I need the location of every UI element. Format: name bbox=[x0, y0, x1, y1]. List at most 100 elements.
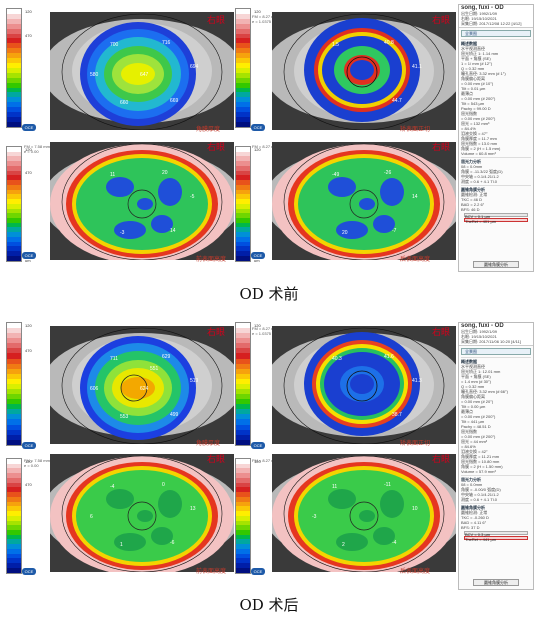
tangential-curvature-map[interactable]: 1.5 40.8 41.1 44.7 bbox=[272, 12, 456, 130]
group-row: Tilt = 543 µm bbox=[461, 101, 485, 106]
scale-band bbox=[236, 72, 250, 78]
group-row: Q = 0.32 mm bbox=[461, 384, 485, 389]
group-row: 测度 = 0.6 + 4.1 Tl.0 bbox=[461, 179, 498, 184]
scale-band bbox=[236, 38, 250, 44]
map-value: 553 bbox=[120, 414, 129, 420]
eye-label: 右眼 bbox=[207, 16, 226, 26]
scale-band bbox=[236, 506, 250, 512]
map-value: -11 bbox=[384, 482, 391, 488]
scale-band bbox=[236, 218, 250, 223]
group-row: = 0.00 mm (# 10°) bbox=[461, 81, 494, 86]
scale-band bbox=[236, 147, 250, 152]
group-row: BFS: 37 D bbox=[461, 525, 480, 530]
map-value: 41.3 bbox=[412, 378, 422, 384]
anterior-elevation-map[interactable]: -4 0 13 -6 1 6 bbox=[50, 454, 234, 572]
map-value: -7 bbox=[392, 228, 397, 234]
scale-band bbox=[236, 82, 250, 88]
keratoconus-analysis-button[interactable]: 圆锥角膜分析 bbox=[473, 261, 519, 268]
scale-band bbox=[236, 323, 250, 329]
group-row: 测度 = 0.6 + 4.1 Tl.0 bbox=[461, 497, 498, 502]
scale-band bbox=[7, 463, 21, 469]
panel-group: 概述数据 水平视测直径 屈光矫正 1: 12.01 mm 平面 + 角膜 (SE) = … bbox=[461, 357, 531, 474]
color-scale: 120 470 um bbox=[6, 146, 32, 263]
scale-band bbox=[236, 373, 250, 379]
group-title[interactable]: 圆锥角膜分析 bbox=[461, 505, 485, 510]
group-title[interactable]: 概述数据 bbox=[461, 41, 477, 46]
scale-band bbox=[7, 77, 21, 83]
scale-band bbox=[236, 161, 250, 166]
scale-band bbox=[236, 92, 250, 98]
scale-band bbox=[236, 53, 250, 59]
logo-badge: OCE bbox=[22, 568, 36, 575]
scale-band bbox=[236, 563, 250, 568]
group-title[interactable]: 概述数据 bbox=[461, 359, 477, 364]
keratoconus-analysis-button[interactable]: 圆锥角膜分析 bbox=[473, 579, 519, 586]
map-value: 694 bbox=[190, 64, 199, 70]
scale-band bbox=[7, 525, 21, 531]
scale-band bbox=[236, 175, 250, 181]
map-caption: 矫表面正切 bbox=[400, 126, 431, 133]
eye-label: 右眼 bbox=[432, 455, 451, 465]
map-value: 41.6 bbox=[384, 354, 394, 360]
scale-band bbox=[236, 33, 250, 39]
map-value: 700 bbox=[110, 42, 119, 48]
map-caption: 前表面高度 bbox=[196, 256, 227, 263]
group-title[interactable]: 屈光力分析 bbox=[461, 159, 481, 164]
group-title[interactable]: 圆锥角膜分析 bbox=[461, 187, 485, 192]
scale-band bbox=[236, 28, 250, 34]
scale-band bbox=[7, 409, 21, 415]
scale-band bbox=[7, 180, 21, 185]
group-title[interactable]: 屈光力分析 bbox=[461, 477, 481, 482]
group-row: Pachy = 99.00 D bbox=[461, 106, 491, 111]
tab-overview[interactable]: 全景图 bbox=[461, 30, 531, 37]
group-row: 角膜 = -11.3/22 弧度(D) bbox=[461, 169, 503, 174]
anterior-elevation-map[interactable]: 11 20 -5 14 -3 bbox=[50, 142, 234, 260]
map-value: -6 bbox=[170, 540, 175, 546]
group-row: = 84.4% bbox=[461, 126, 476, 131]
scale-band bbox=[236, 199, 250, 204]
scale-band bbox=[7, 156, 21, 162]
scale-band bbox=[236, 170, 250, 176]
map-value: 629 bbox=[162, 354, 171, 360]
scale-value: 120 bbox=[254, 9, 261, 14]
group-row: 屈光指数 = 10.80 mm bbox=[461, 459, 500, 464]
corneal-thickness-map[interactable]: 711 629 519 499 553 606 624 551 bbox=[50, 326, 234, 444]
scale-band bbox=[7, 363, 21, 369]
group-row: BFS: 46 D bbox=[461, 207, 480, 212]
posterior-elevation-map[interactable]: -49 -26 14 -7 20 bbox=[272, 142, 456, 260]
scale-band bbox=[7, 563, 21, 568]
map-value: 551 bbox=[150, 366, 159, 372]
scale-band bbox=[236, 13, 250, 19]
map-value: 11 bbox=[332, 484, 338, 490]
scale-band bbox=[7, 473, 21, 478]
map-value: 14 bbox=[170, 228, 176, 234]
scale-band bbox=[236, 87, 250, 93]
scale-band bbox=[236, 77, 250, 83]
tangential-curvature-map[interactable]: 40.3 41.6 41.3 38.7 bbox=[272, 326, 456, 444]
scale-value: 120 bbox=[25, 9, 32, 14]
scale-band bbox=[236, 343, 250, 349]
index-bar: TheRet = 441 µm bbox=[464, 536, 528, 542]
tab-overview[interactable]: 全景图 bbox=[461, 348, 531, 355]
group-row: = 0.00 mm (# 200°) bbox=[461, 414, 496, 419]
scale-band bbox=[236, 165, 250, 171]
map-canvas bbox=[272, 142, 456, 260]
group-row: 圆锥检测: 正常 bbox=[461, 192, 488, 197]
map-value: 1 bbox=[120, 542, 123, 548]
group-row: Volume = 57.9 mm³ bbox=[461, 469, 496, 474]
scale-band bbox=[7, 107, 21, 113]
scale-band bbox=[236, 246, 250, 252]
patient-info: 出生日期: 1992/1/09 bbox=[461, 329, 498, 334]
scale-band bbox=[7, 353, 21, 359]
scale-band bbox=[7, 9, 21, 14]
posterior-elevation-map[interactable]: 11 -11 10 -4 2 -3 bbox=[272, 454, 456, 572]
scale-band bbox=[236, 389, 250, 395]
scale-band bbox=[7, 58, 21, 63]
corneal-thickness-map[interactable]: 700 716 694 669 660 580 647 bbox=[50, 12, 234, 130]
scale-band bbox=[236, 189, 250, 195]
scale-band bbox=[7, 419, 21, 425]
scale-band bbox=[7, 515, 21, 521]
scale-band bbox=[7, 72, 21, 78]
scale-band bbox=[236, 121, 250, 127]
